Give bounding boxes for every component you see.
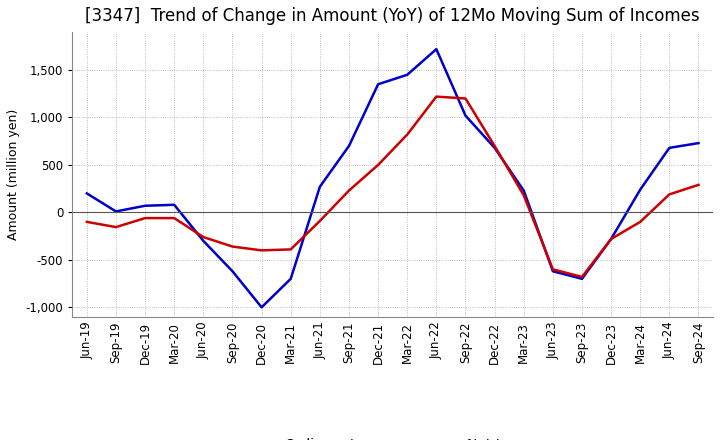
Ordinary Income xyxy=(345,143,354,149)
Net Income xyxy=(170,216,179,221)
Ordinary Income xyxy=(432,47,441,52)
Ordinary Income xyxy=(607,236,616,242)
Net Income xyxy=(694,182,703,187)
Ordinary Income xyxy=(403,72,412,77)
Ordinary Income xyxy=(315,184,324,189)
Ordinary Income xyxy=(549,268,557,274)
Net Income xyxy=(141,216,150,221)
Y-axis label: Amount (million yen): Amount (million yen) xyxy=(7,109,20,240)
Net Income xyxy=(228,244,237,249)
Net Income xyxy=(315,218,324,224)
Net Income xyxy=(432,94,441,99)
Net Income xyxy=(607,236,616,242)
Ordinary Income xyxy=(519,188,528,193)
Legend: Ordinary Income, Net Income: Ordinary Income, Net Income xyxy=(233,433,552,440)
Net Income xyxy=(519,193,528,198)
Net Income xyxy=(83,219,91,224)
Net Income xyxy=(665,192,674,197)
Net Income xyxy=(199,235,207,240)
Net Income xyxy=(345,188,354,193)
Ordinary Income xyxy=(257,304,266,310)
Net Income xyxy=(577,274,586,279)
Line: Ordinary Income: Ordinary Income xyxy=(87,49,698,307)
Ordinary Income xyxy=(228,268,237,274)
Net Income xyxy=(257,248,266,253)
Ordinary Income xyxy=(462,113,470,118)
Net Income xyxy=(490,143,499,149)
Ordinary Income xyxy=(374,81,382,87)
Net Income xyxy=(287,247,295,252)
Ordinary Income xyxy=(199,238,207,243)
Line: Net Income: Net Income xyxy=(87,97,698,277)
Title: [3347]  Trend of Change in Amount (YoY) of 12Mo Moving Sum of Incomes: [3347] Trend of Change in Amount (YoY) o… xyxy=(86,7,700,25)
Ordinary Income xyxy=(636,187,644,192)
Ordinary Income xyxy=(83,191,91,196)
Ordinary Income xyxy=(665,145,674,150)
Net Income xyxy=(636,219,644,224)
Ordinary Income xyxy=(287,276,295,282)
Net Income xyxy=(374,162,382,168)
Ordinary Income xyxy=(112,209,120,214)
Net Income xyxy=(112,224,120,230)
Ordinary Income xyxy=(170,202,179,207)
Ordinary Income xyxy=(490,145,499,150)
Net Income xyxy=(549,267,557,272)
Ordinary Income xyxy=(694,140,703,146)
Ordinary Income xyxy=(141,203,150,209)
Ordinary Income xyxy=(577,276,586,282)
Net Income xyxy=(403,132,412,137)
Net Income xyxy=(462,96,470,101)
